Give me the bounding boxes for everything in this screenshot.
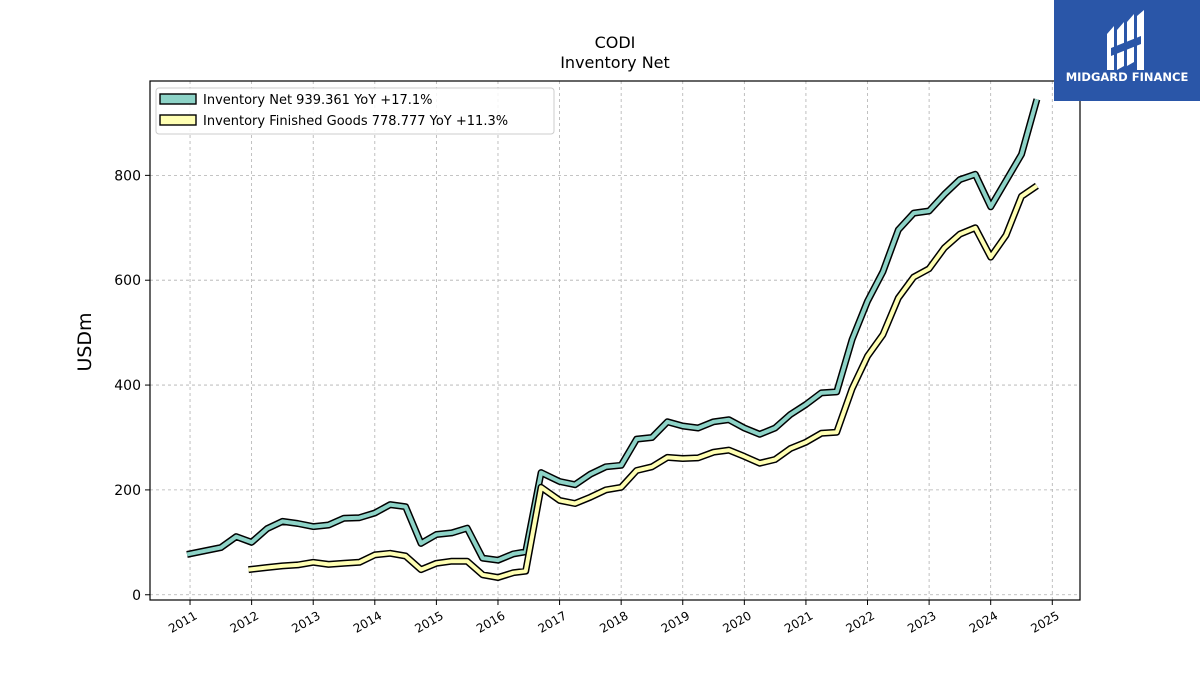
x-tick-label: 2021 [782,608,815,635]
x-tick-label: 2012 [228,608,261,635]
y-tick-label: 400 [114,378,141,394]
series-lines [186,98,1041,581]
x-tick-label: 2013 [289,608,322,635]
y-tick-label: 200 [114,483,141,499]
x-tick-label: 2025 [1028,608,1061,635]
x-tick-label: 2014 [351,608,384,635]
y-axis-label: USDm [74,312,96,371]
x-tick-label: 2023 [905,608,938,635]
y-tick-label: 800 [114,168,141,184]
x-axis: 2011 2012 2013 2014 2015 2016 2017 2018 2019 2020… [166,600,1062,636]
chart-subtitle: Inventory Net [560,53,670,72]
x-tick-label: 2015 [412,608,445,635]
legend-label-inventory-finished-goods: Inventory Finished Goods 778.777 YoY +11… [203,114,508,129]
legend: Inventory Net 939.361 YoY +17.1% Invento… [155,87,555,135]
midgard-logo-icon [1107,10,1144,70]
y-tick-label: 0 [132,588,141,604]
x-tick-label: 2024 [967,608,1000,635]
series-line-inventory-finished-goods [248,184,1039,580]
legend-swatch-inventory-finished-goods [159,114,197,126]
y-tick-label: 600 [114,273,141,289]
series-line-inventory-net [186,98,1039,563]
grid [150,81,1080,600]
brand-logo: MIDGARD FINANCE [1054,0,1200,101]
logo-text: MIDGARD FINANCE [1066,70,1189,84]
chart-title: CODI [595,33,636,52]
x-tick-label: 2018 [597,608,630,635]
x-tick-label: 2011 [166,608,199,635]
x-tick-label: 2016 [474,608,507,635]
x-tick-label: 2020 [720,608,753,635]
x-tick-label: 2017 [536,608,569,635]
legend-swatch-inventory-net [159,93,197,105]
plot-frame [149,80,1081,601]
x-tick-label: 2022 [844,608,877,635]
legend-box [155,87,555,135]
legend-label-inventory-net: Inventory Net 939.361 YoY +17.1% [203,93,433,108]
y-axis: 0 200 400 600 800 [114,168,150,604]
x-tick-label: 2019 [659,608,692,635]
